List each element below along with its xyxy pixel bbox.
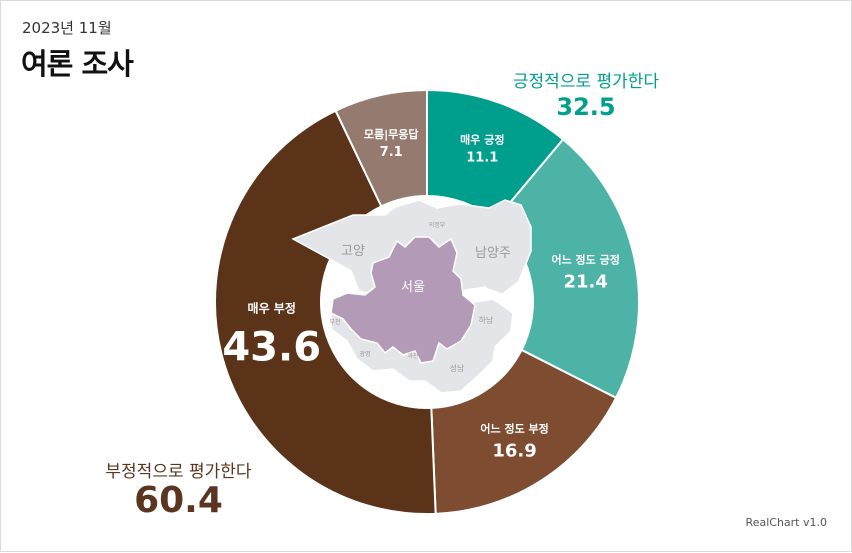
slice-value-1: 11.1 <box>466 151 498 166</box>
credits: RealChart v1.0 <box>745 516 827 529</box>
map-label-goyang: 고양 <box>341 244 365 259</box>
map-label-gwacheon: 과천 <box>407 352 418 360</box>
slice-label-4: 매우 부정 <box>248 301 296 316</box>
slice-label-3: 어느 정도 부정 <box>480 421 548 435</box>
slice-5[interactable] <box>334 88 428 208</box>
slice-4[interactable] <box>214 109 437 515</box>
slice-3[interactable] <box>430 348 618 515</box>
map-label-bucheon: 부천 <box>329 318 340 326</box>
map-label-uijeongbu: 의정부 <box>429 221 446 229</box>
slice-label-1: 매우 긍정 <box>460 133 504 147</box>
map-label-seoul: 서울 <box>401 280 425 295</box>
slice-labels: 매우 긍정 11.1 어느 정도 긍정 21.4 어느 정도 부정 16.9 매우 부정 43… <box>222 127 620 461</box>
slice-label-2: 어느 정도 긍정 <box>551 252 619 266</box>
map-label-namyangju: 남양주 <box>475 246 511 261</box>
seoul-shape <box>330 236 476 364</box>
negative-group: 부정적으로 평가한다 60.4 <box>61 457 296 521</box>
slice-value-3: 16.9 <box>492 440 536 461</box>
negative-group-label: 부정적으로 평가한다 <box>105 462 252 482</box>
map-label-hanam: 하남 <box>479 315 494 325</box>
slice-value-2: 21.4 <box>563 271 607 292</box>
map-label-gwangmyeong: 광명 <box>359 350 370 358</box>
seoul-map: 서울 고양 남양주 의정부 하남 성남 부천 광명 과천 <box>291 199 532 394</box>
slice-label-5: 모름|무응답 <box>364 127 419 141</box>
positive-group-value: 32.5 <box>556 93 616 121</box>
map-label-seongnam: 성남 <box>450 364 465 373</box>
positive-group-label: 긍정적으로 평가한다 <box>512 72 660 92</box>
chart-subtitle: 2023년 11월 <box>22 19 112 37</box>
slice-value-5: 7.1 <box>380 145 403 160</box>
chart-title: 여론 조사 <box>21 47 134 81</box>
positive-group: 긍정적으로 평가한다 32.5 <box>471 67 701 121</box>
donut-slices <box>214 88 640 515</box>
negative-group-value: 60.4 <box>134 480 223 521</box>
slice-value-4: 43.6 <box>222 325 321 371</box>
